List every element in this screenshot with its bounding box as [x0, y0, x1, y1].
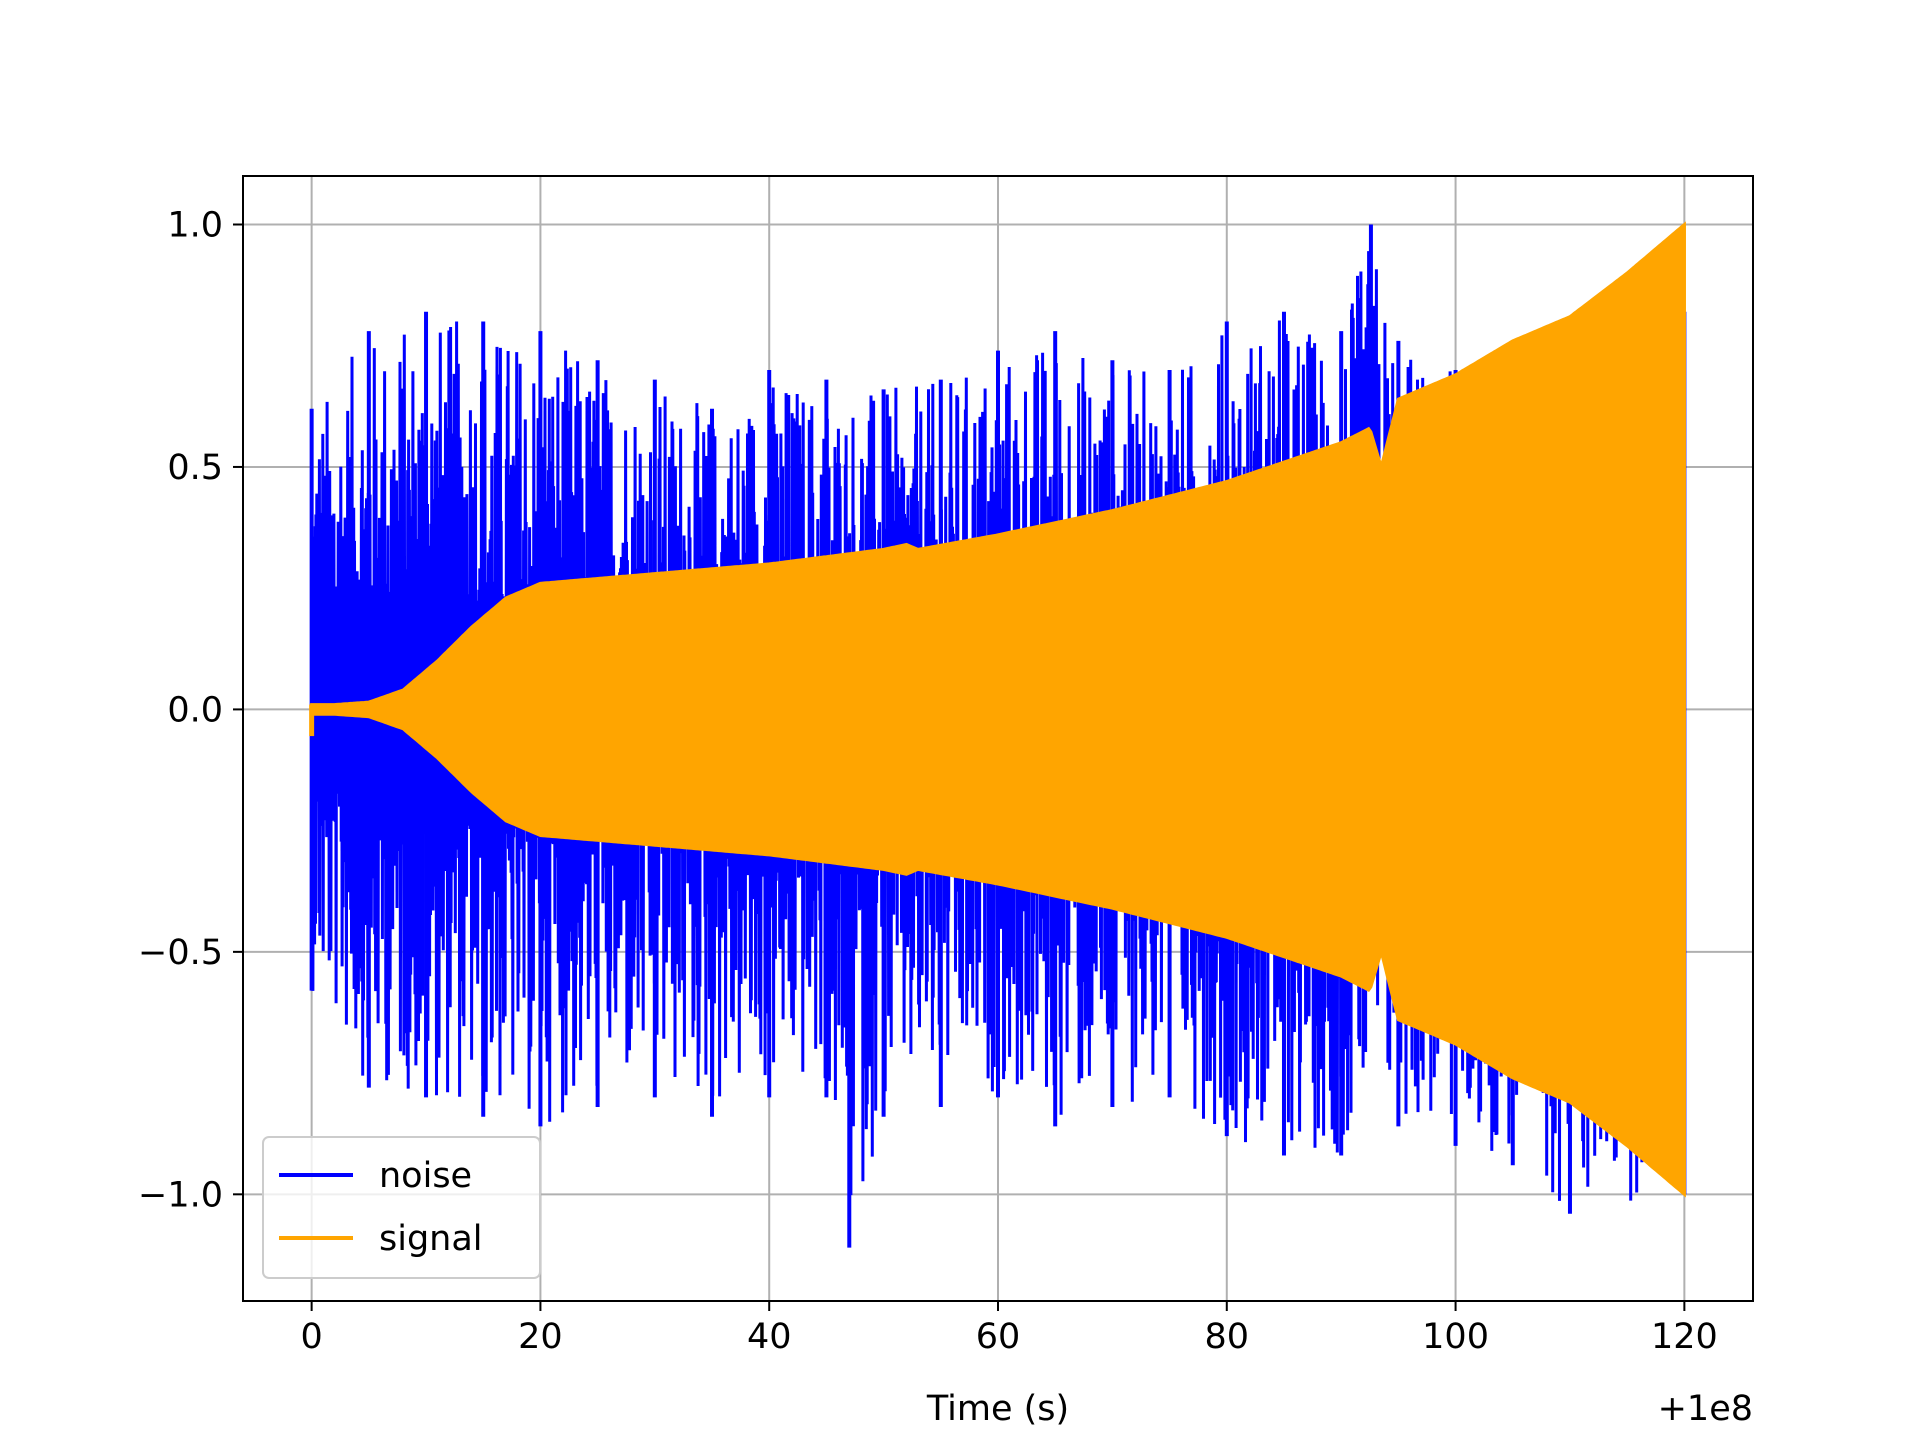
x-offset-label: +1e8: [1658, 1389, 1753, 1429]
x-tick-label: 20: [518, 1317, 563, 1357]
y-tick-label: −0.5: [138, 933, 223, 973]
y-tick-label: 0.5: [167, 448, 223, 488]
legend-box: [262, 1136, 541, 1279]
x-tick-label: 120: [1651, 1317, 1718, 1357]
axis-ticks: 0 20 40 60 80 100 120 1.0 0.5 0.0 −0.5 −1.0: [138, 205, 1718, 1357]
x-tick-label: 60: [976, 1317, 1021, 1357]
legend-label-noise: noise: [379, 1156, 472, 1196]
x-axis-label: Time (s): [926, 1389, 1069, 1429]
plot-series: [309, 221, 1687, 1248]
x-tick-label: 80: [1205, 1317, 1250, 1357]
x-tick-label: 40: [747, 1317, 792, 1357]
y-tick-label: 1.0: [167, 205, 223, 245]
y-tick-label: 0.0: [167, 690, 223, 730]
y-tick-label: −1.0: [138, 1175, 223, 1215]
legend: noise signal: [262, 1136, 541, 1279]
x-tick-label: 100: [1422, 1317, 1489, 1357]
legend-label-signal: signal: [379, 1219, 483, 1259]
x-tick-label: 0: [300, 1317, 322, 1357]
